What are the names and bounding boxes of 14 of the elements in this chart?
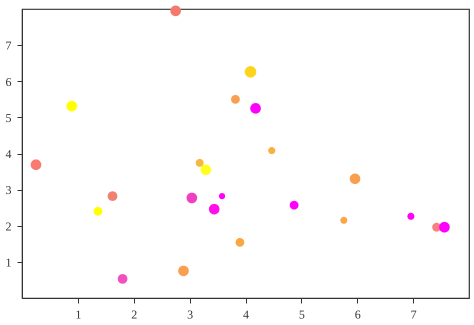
y-tick-label: 7	[6, 38, 12, 53]
x-tick-label: 4	[243, 308, 249, 322]
y-tick-label: 4	[6, 147, 12, 161]
x-tick-label: 3	[187, 308, 194, 322]
x-tick-label: 5	[298, 308, 305, 322]
y-tick-label: 2	[6, 219, 12, 234]
x-tick-label: 1	[75, 308, 82, 322]
x-tick-label: 7	[410, 308, 417, 322]
x-tick-label: 2	[131, 308, 138, 322]
x-tick-label: 6	[354, 308, 361, 322]
y-tick-label: 1	[6, 255, 12, 270]
y-tick-label: 3	[6, 183, 12, 198]
y-tick-label: 5	[6, 110, 12, 125]
y-tick-label: 6	[6, 74, 12, 89]
